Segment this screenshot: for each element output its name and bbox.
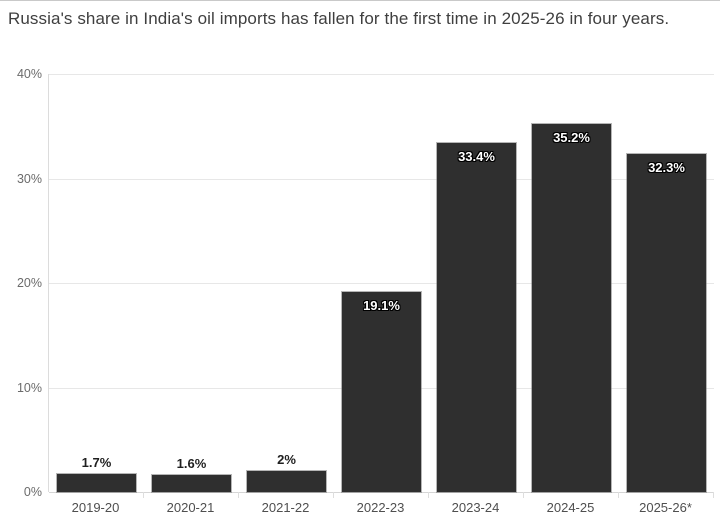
bar-value-label: 1.6% — [176, 456, 207, 472]
plot-area: 1.7% 1.6% 2% 19.1% 33.4% 35.2% 32.3% — [48, 74, 714, 493]
x-axis-tick — [333, 492, 334, 498]
y-axis-label: 40% — [16, 67, 42, 81]
bar-2023-24: 33.4% — [437, 142, 516, 492]
x-axis-tick — [143, 492, 144, 498]
y-axis-label: 20% — [16, 276, 42, 290]
x-axis-label: 2020-21 — [166, 500, 215, 515]
gridline — [49, 178, 714, 180]
bar-value-label: 33.4% — [458, 148, 495, 164]
x-axis-tick — [428, 492, 429, 498]
bar-2019-20: 1.7% — [57, 455, 136, 492]
x-axis-label: 2022-23 — [356, 500, 405, 515]
top-rule — [0, 0, 720, 1]
x-axis-baseline — [49, 492, 714, 493]
x-axis-label: 2021-22 — [261, 500, 310, 515]
y-axis-label: 0% — [23, 485, 42, 499]
bar-value-label: 19.1% — [363, 298, 400, 314]
x-axis-tick — [523, 492, 524, 498]
x-axis-label: 2019-20 — [71, 500, 120, 515]
bar-value-label: 2% — [277, 452, 296, 468]
bar-2020-21: 1.6% — [152, 456, 231, 492]
bar-value-label: 35.2% — [553, 130, 590, 146]
x-axis-label: 2025-26* — [639, 500, 692, 515]
x-axis-tick — [238, 492, 239, 498]
bar-2021-22: 2% — [247, 452, 326, 492]
chart-title: Russia's share in India's oil imports ha… — [8, 9, 670, 28]
x-axis-tick — [618, 492, 619, 498]
bar-value-label: 1.7% — [81, 455, 112, 471]
x-axis-label: 2024-25 — [546, 500, 595, 515]
gridline — [49, 74, 714, 75]
y-axis-label: 10% — [16, 380, 42, 395]
x-axis-label: 2023-24 — [451, 500, 500, 515]
bar-2022-23: 19.1% — [342, 292, 421, 492]
bar-value-label: 32.3% — [648, 160, 685, 176]
bar-2024-25: 35.2% — [532, 124, 611, 492]
gridline — [49, 283, 714, 284]
y-axis-label: 30% — [16, 171, 42, 186]
x-axis-tick — [713, 492, 714, 498]
bar-2025-26*: 32.3% — [627, 154, 706, 492]
